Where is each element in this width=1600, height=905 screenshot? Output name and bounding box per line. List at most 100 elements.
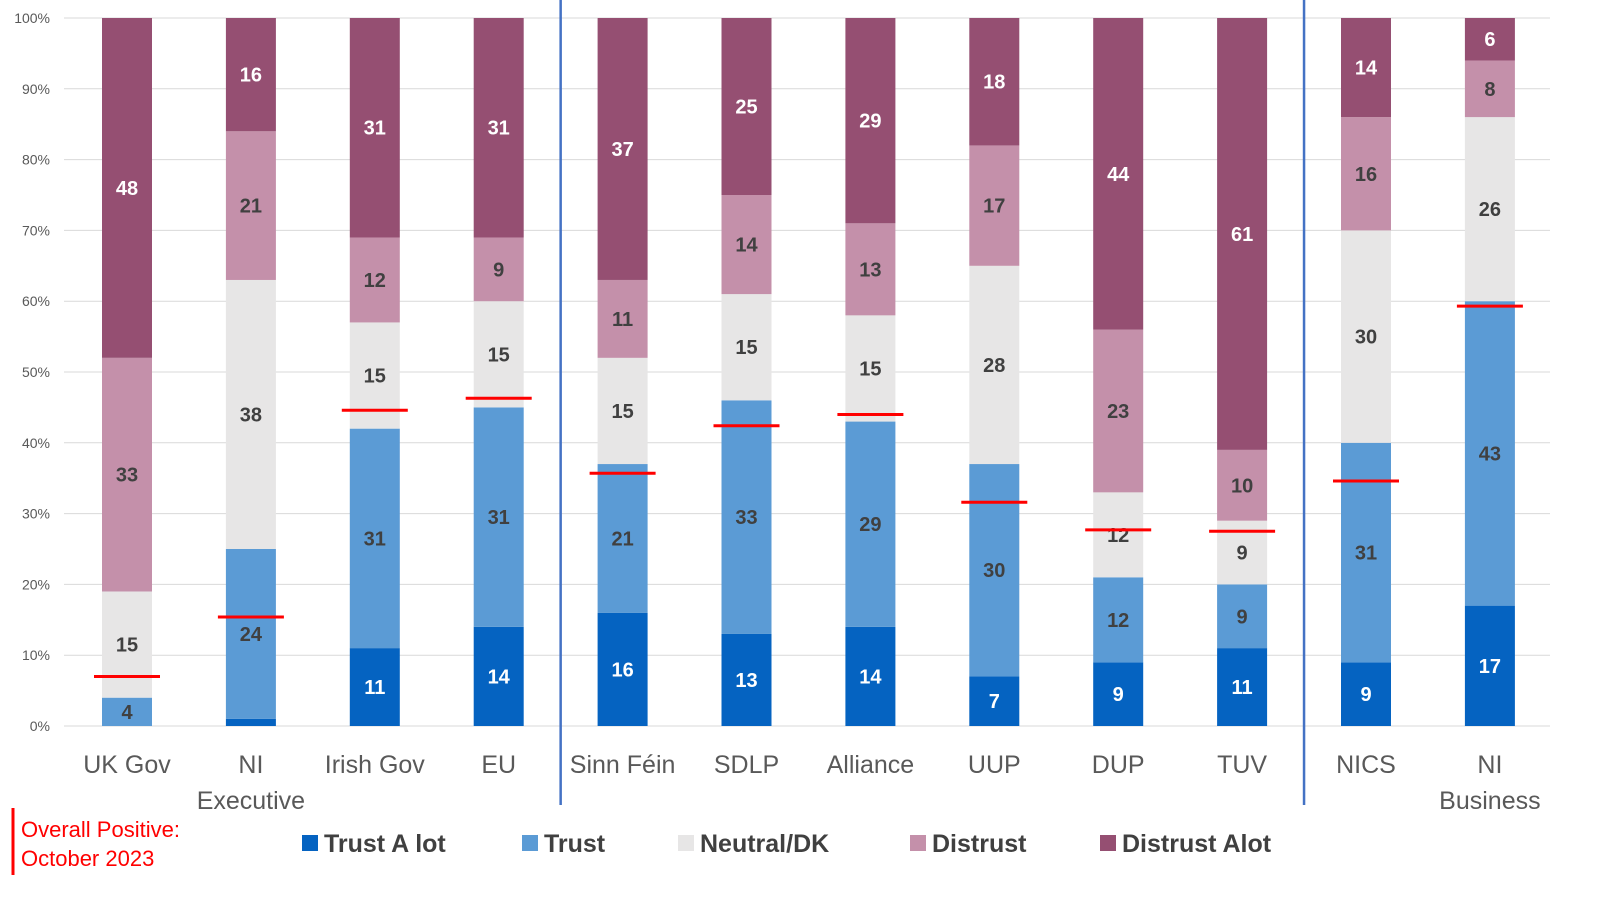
- segment-value-label: 23: [1107, 401, 1129, 423]
- bar-segment: [1093, 662, 1144, 726]
- segment-value-label: 14: [735, 235, 758, 257]
- legend-swatch: [302, 835, 318, 851]
- y-tick-label: 0%: [30, 718, 50, 734]
- legend: Trust A lot Trust Neutral/DK Distrust Distru…: [302, 830, 1272, 858]
- legend-swatch: [678, 835, 694, 851]
- bar-segment: [349, 18, 400, 238]
- bar-segment: [721, 633, 772, 726]
- note-line-2: October 2023: [21, 846, 154, 871]
- x-category-label: UK Gov: [83, 751, 171, 779]
- bar-segment: [597, 357, 648, 465]
- x-category-label: SDLP: [714, 751, 779, 779]
- bar-segment: [1464, 605, 1515, 726]
- bar-segment: [102, 18, 152, 358]
- x-category-label: Alliance: [827, 751, 915, 779]
- segment-value-label: 17: [983, 196, 1005, 218]
- x-category-label: UUP: [968, 751, 1021, 779]
- legend-item: Distrust Alot: [1100, 830, 1272, 858]
- group-dividers: [559, 0, 1306, 805]
- y-tick-label: 20%: [22, 576, 50, 592]
- bar-segment: [969, 464, 1020, 677]
- segment-value-label: 11: [364, 677, 385, 699]
- bar-segment: [845, 223, 896, 316]
- x-category-label: Business: [1439, 787, 1540, 815]
- bar-segment: [473, 18, 524, 238]
- segment-value-label: 13: [859, 259, 881, 281]
- segment-value-label: 38: [240, 404, 262, 426]
- bar-segment: [1341, 662, 1391, 726]
- segment-value-label: 24: [240, 624, 263, 646]
- bar-segment: [721, 195, 772, 295]
- segment-value-label: 21: [240, 196, 262, 218]
- segment-value-label: 14: [859, 666, 882, 688]
- bar-segment: [1093, 577, 1144, 663]
- legend-label: Trust A lot: [324, 830, 446, 858]
- bar-segment: [1341, 18, 1391, 118]
- segment-value-label: 31: [488, 507, 510, 529]
- legend-label: Distrust: [932, 830, 1027, 858]
- bar-segment: [225, 549, 276, 719]
- bar-segment: [969, 265, 1020, 465]
- segment-value-label: 17: [1479, 656, 1501, 678]
- segment-value-label: 44: [1107, 164, 1130, 186]
- segment-value-label: 48: [116, 178, 138, 200]
- legend-label: Distrust Alot: [1122, 830, 1272, 858]
- y-tick-label: 10%: [22, 647, 50, 663]
- segment-value-label: 7: [989, 691, 1000, 713]
- bar-segment: [1093, 18, 1144, 330]
- segment-value-label: 15: [859, 358, 881, 380]
- segment-value-label: 13: [735, 670, 757, 692]
- segment-value-label: 31: [364, 118, 386, 140]
- segment-value-label: 16: [1355, 164, 1377, 186]
- bar-segment: [1341, 117, 1391, 231]
- y-tick-label: 90%: [22, 81, 50, 97]
- bar-segment: [473, 407, 524, 627]
- segment-value-label: 9: [1237, 606, 1248, 628]
- y-tick-label: 50%: [22, 364, 50, 380]
- bar-segment: [1464, 117, 1515, 302]
- segment-value-label: 25: [735, 97, 757, 119]
- bar-segment: [1217, 648, 1268, 726]
- segment-value-label: 15: [611, 401, 633, 423]
- bar-segment: [473, 626, 524, 726]
- segment-value-label: 30: [983, 560, 1005, 582]
- segment-value-label: 33: [116, 465, 138, 487]
- bar-segment: [225, 718, 276, 726]
- x-category-label: Executive: [197, 787, 305, 815]
- segment-value-label: 14: [1355, 58, 1378, 80]
- x-category-label: NI: [238, 751, 263, 779]
- segment-value-label: 43: [1479, 443, 1501, 465]
- segment-value-label: 30: [1355, 327, 1377, 349]
- segment-value-label: 15: [116, 635, 138, 657]
- segment-value-label: 9: [1360, 684, 1371, 706]
- bar-segment: [473, 301, 524, 408]
- x-category-label: NICS: [1336, 751, 1396, 779]
- y-tick-label: 30%: [22, 506, 50, 522]
- segment-value-label: 18: [983, 72, 1005, 94]
- y-tick-label: 70%: [22, 222, 50, 238]
- bar-segment: [225, 279, 276, 549]
- overall-positive-note: Overall Positive: October 2023: [11, 808, 180, 875]
- bar-segment: [721, 400, 772, 634]
- x-category-label: Irish Gov: [325, 751, 426, 779]
- segment-value-label: 9: [1113, 684, 1124, 706]
- bar-segment: [845, 626, 896, 726]
- segment-value-label: 16: [240, 65, 262, 87]
- bar-segment: [225, 18, 276, 132]
- bar-segment: [969, 145, 1020, 266]
- gridlines: [64, 17, 1550, 727]
- bar-segment: [1217, 584, 1268, 649]
- y-tick-label: 100%: [14, 10, 50, 26]
- bar-segment: [349, 428, 400, 649]
- segment-value-label: 31: [364, 528, 386, 550]
- y-tick-label: 40%: [22, 435, 50, 451]
- segment-value-label: 16: [611, 659, 633, 681]
- x-category-label: DUP: [1092, 751, 1145, 779]
- x-category-label: Sinn Féin: [570, 751, 676, 779]
- bar-segment: [1093, 329, 1144, 493]
- segment-value-label: 15: [488, 344, 510, 366]
- bar-segment: [721, 18, 772, 195]
- x-category-label: NI: [1477, 751, 1502, 779]
